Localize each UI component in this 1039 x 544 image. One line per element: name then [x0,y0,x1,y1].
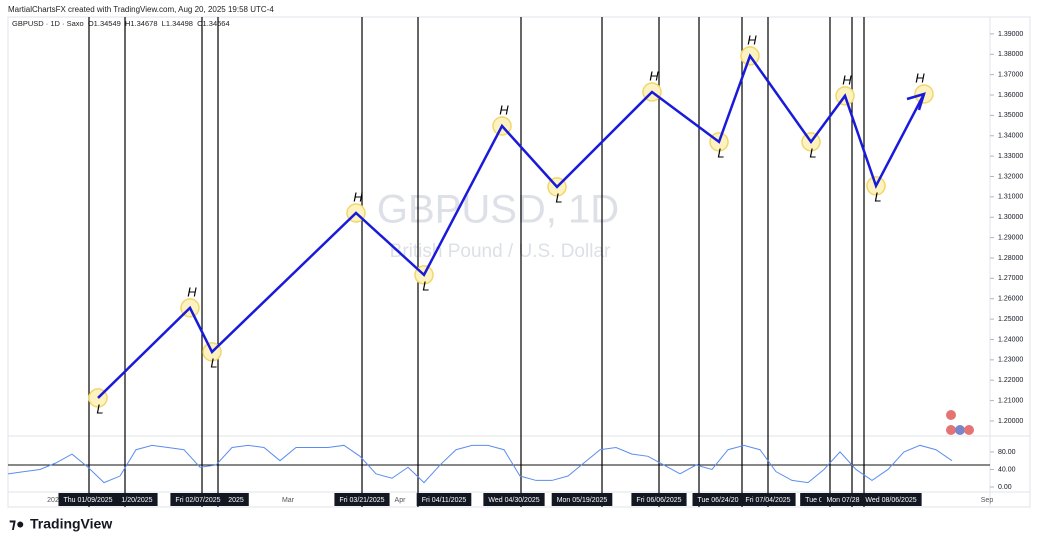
pivot-label: H [353,189,363,204]
date-label-box [551,493,613,506]
date-label: Thu 01/09/2025 [63,497,112,504]
pivot-label: L [874,189,881,204]
flag-icon [955,425,965,435]
date-label-box [170,493,226,506]
y-tick-label: 1.25000 [998,316,1023,323]
y-tick-label: 1.26000 [998,296,1023,303]
y-tick-label: 1.23000 [998,357,1023,364]
date-label: Tue 06/24/20 [698,497,739,504]
date-label: Mon 05/19/2025 [557,497,608,504]
y-tick-label: 1.35000 [998,112,1023,119]
y-tick-label: 1.33000 [998,153,1023,160]
flags [946,410,974,435]
date-label: Fri 03/21/2025 [339,497,384,504]
pivot-label: L [555,190,562,205]
date-label-box [334,493,390,506]
date-label-box [800,493,828,506]
y2-tick-label: 40.00 [998,466,1016,473]
y-tick-label: 1.38000 [998,51,1023,58]
month-label: Sep [981,497,994,504]
date-label-box [860,493,922,506]
date-label: Tue 0 [805,497,823,504]
date-label-box [116,493,158,506]
date-label: 1/20/2025 [121,497,152,504]
date-label-box [692,493,744,506]
month-label: Mar [282,497,295,504]
date-label-box [416,493,472,506]
date-label-box [740,493,796,506]
date-label: Wed 08/06/2025 [865,497,916,504]
y-tick-label: 1.30000 [998,214,1023,221]
y-tick-label: 1.34000 [998,133,1023,140]
watermark: GBPUSD, 1D [377,188,619,232]
y-tick-label: 1.28000 [998,255,1023,262]
date-label: Fri 07/04/2025 [745,497,790,504]
y-tick-label: 1.22000 [998,377,1023,384]
y-tick-label: 1.20000 [998,418,1023,425]
zigzag-line [97,53,926,399]
y-tick-label: 1.27000 [998,275,1023,282]
frame [7,16,1031,508]
flag-icon [946,425,956,435]
date-label-box [631,493,687,506]
date-label: Fri 06/06/2025 [636,497,681,504]
arrow-head [906,92,926,111]
y-tick-label: 1.39000 [998,31,1023,38]
pivot-label: L [422,278,429,293]
y-tick-label: 1.29000 [998,234,1023,241]
brand-logo: ⁊● [9,516,25,532]
date-label-box [58,493,118,506]
pivot-label: H [915,70,925,85]
y-tick-label: 1.24000 [998,336,1023,343]
y-tick-label: 1.21000 [998,397,1023,404]
pivot-label: H [747,32,757,47]
pivot-label: H [842,72,852,87]
flag-icon [946,410,956,420]
month-label: Apr [395,497,407,504]
brand: TradingView [30,516,112,532]
y-tick-label: 1.36000 [998,92,1023,99]
watermark-subtitle: British Pound / U.S. Dollar [390,241,611,262]
y2-tick-label: 0.00 [998,484,1012,491]
date-label-box [223,493,249,506]
pivot-label: L [809,145,816,160]
pivot-label: L [210,355,217,370]
pivot-label: H [649,68,659,83]
date-label: Mon 07/28 [826,497,859,504]
y-tick-label: 1.31000 [998,194,1023,201]
y-tick-label: 1.32000 [998,173,1023,180]
oscillator-line [7,444,953,484]
y2-tick-label: 80.00 [998,449,1016,456]
pivot-label: L [717,145,724,160]
date-label: 2025 [228,497,244,504]
date-label-box [821,493,865,506]
y-tick-label: 1.37000 [998,71,1023,78]
symbol-legend: GBPUSD · 1D · Saxo O1.34549 H1.34678 L1.… [12,19,230,28]
flag-icon [964,425,974,435]
date-label: Fri 04/11/2025 [422,497,467,504]
date-label-box [483,493,545,506]
pivot-label: L [96,401,103,416]
pivot-label: H [187,284,197,299]
credit: MartialChartsFX created with TradingView… [8,5,274,14]
pivot-label: H [499,102,509,117]
date-label: Fri 02/07/2025 [175,497,220,504]
date-label: Wed 04/30/2025 [488,497,539,504]
month-label: 202 [47,497,59,504]
